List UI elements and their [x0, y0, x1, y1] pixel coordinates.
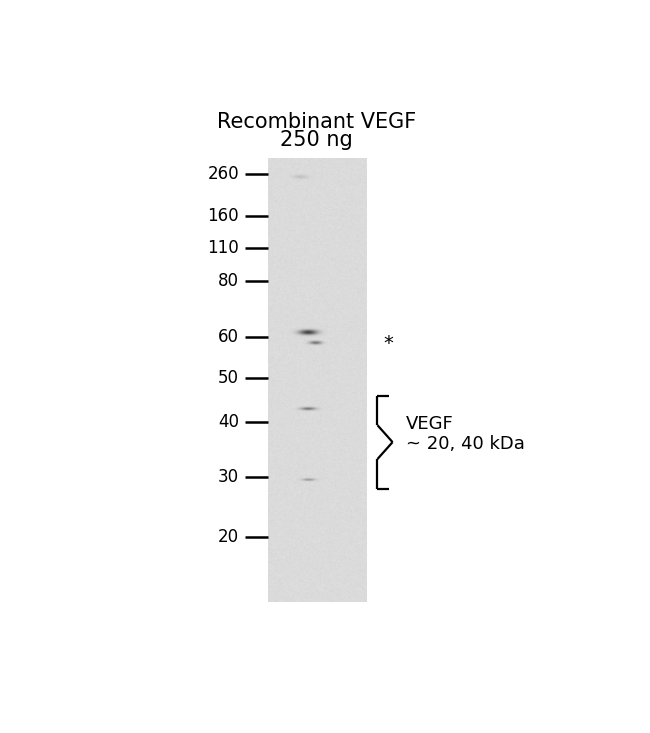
Text: 30: 30 [218, 468, 239, 487]
Text: 260: 260 [207, 166, 239, 183]
Text: ~ 20, 40 kDa: ~ 20, 40 kDa [406, 435, 525, 452]
Text: 110: 110 [207, 239, 239, 257]
Text: 20: 20 [218, 528, 239, 545]
Bar [268, 158, 366, 602]
Text: VEGF: VEGF [406, 415, 454, 432]
Text: 250 ng: 250 ng [280, 130, 353, 150]
Text: 40: 40 [218, 413, 239, 431]
Text: Recombinant VEGF: Recombinant VEGF [217, 112, 417, 132]
Text: *: * [384, 334, 393, 353]
Text: 80: 80 [218, 272, 239, 290]
Text: 50: 50 [218, 369, 239, 386]
Text: 60: 60 [218, 328, 239, 347]
Text: 160: 160 [207, 207, 239, 224]
